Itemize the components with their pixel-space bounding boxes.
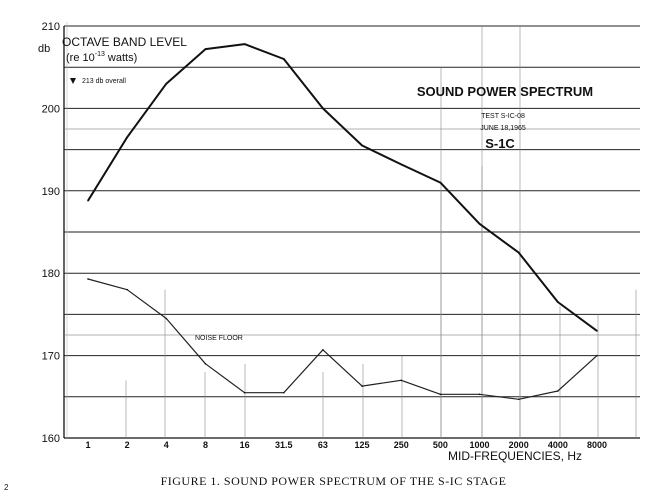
test-label: TEST S-IC-08 <box>481 113 525 120</box>
stage-label: S-1C <box>485 136 515 151</box>
y-tick-label: 190 <box>42 186 60 198</box>
sound-power-line-point <box>282 58 285 60</box>
x-tick-label: 16 <box>240 440 250 450</box>
y-axis-unit: db <box>38 43 50 55</box>
y-tick-label: 210 <box>42 21 60 33</box>
sound-power-line-point <box>87 199 89 202</box>
noise-floor-line-point <box>165 317 168 320</box>
sound-power-line-point <box>243 43 246 45</box>
x-tick-label: 63 <box>318 440 328 450</box>
chart-title: SOUND POWER SPECTRUM <box>417 84 593 99</box>
chart-series <box>87 43 598 401</box>
noise-floor-line <box>87 278 598 400</box>
x-tick-label: 500 <box>433 440 448 450</box>
chart-grid <box>63 21 640 439</box>
noise-floor-line-point <box>126 288 128 291</box>
sound-power-line-point <box>165 82 168 85</box>
sound-power-line-point <box>557 301 559 303</box>
x-tick-label: 8 <box>203 440 208 450</box>
sound-power-line-point <box>439 181 442 184</box>
noise-floor-line-point <box>517 398 520 401</box>
figure-caption: FIGURE 1. SOUND POWER SPECTRUM OF THE S-… <box>160 474 507 488</box>
noise-floor-line-point <box>204 363 207 365</box>
y-axis-reference: (re 10-13 watts) <box>66 51 137 64</box>
noise-floor-line-point <box>596 354 598 357</box>
x-tick-label: 4 <box>164 440 169 450</box>
x-tick-label: 2 <box>125 440 130 450</box>
sound-power-line-point <box>517 251 520 254</box>
sound-power-line-point <box>596 330 598 332</box>
noise-floor-line-point <box>400 379 403 382</box>
sound-power-line-point <box>204 48 207 50</box>
y-axis-reference-exponent: -13 <box>95 51 105 58</box>
x-tick-label: 4000 <box>548 440 568 450</box>
margin-mark: 2 <box>4 483 9 492</box>
x-axis-title: MID-FREQUENCIES, Hz <box>448 449 582 463</box>
y-tick-label: 160 <box>42 433 60 445</box>
overall-marker-icon <box>70 78 76 84</box>
y-axis: 160 170 180 190 200 210 <box>42 21 60 445</box>
noise-floor-line-point <box>478 393 481 396</box>
sound-power-line-point <box>361 144 363 147</box>
noise-floor-line-point <box>439 393 442 396</box>
x-tick-label: 1 <box>85 440 90 450</box>
noise-floor-line-point <box>87 278 89 280</box>
noise-floor-line-point <box>282 391 285 394</box>
noise-floor-line-point <box>322 349 324 351</box>
noise-floor-line-point <box>243 391 246 394</box>
sound-power-line-point <box>126 136 128 139</box>
overall-note: 213 db overall <box>82 78 126 85</box>
sound-power-line-point <box>400 163 403 166</box>
y-axis-reference-suffix: watts) <box>105 52 137 64</box>
sound-power-line <box>87 43 598 332</box>
sound-power-line-point <box>478 222 481 225</box>
x-tick-label: 250 <box>394 440 409 450</box>
y-tick-label: 170 <box>42 351 60 363</box>
y-axis-title: OCTAVE BAND LEVEL <box>62 35 187 49</box>
x-axis: 1 2 4 8 16 31.5 63 125 250 500 1000 2000 4000 8000 <box>85 440 607 450</box>
noise-floor-label: NOISE FLOOR <box>195 335 243 342</box>
y-tick-label: 200 <box>42 103 60 115</box>
y-tick-label: 180 <box>42 268 60 280</box>
sound-power-line-point <box>322 107 324 110</box>
noise-floor-line-point <box>361 385 363 387</box>
x-tick-label: 125 <box>355 440 370 450</box>
x-tick-label: 1000 <box>470 440 490 450</box>
x-tick-label: 31.5 <box>275 440 293 450</box>
x-tick-label: 8000 <box>587 440 607 450</box>
y-axis-reference-prefix: (re 10 <box>66 52 95 64</box>
x-tick-label: 2000 <box>509 440 529 450</box>
date-label: JUNE 18,1965 <box>480 125 526 132</box>
noise-floor-line-point <box>557 390 559 392</box>
